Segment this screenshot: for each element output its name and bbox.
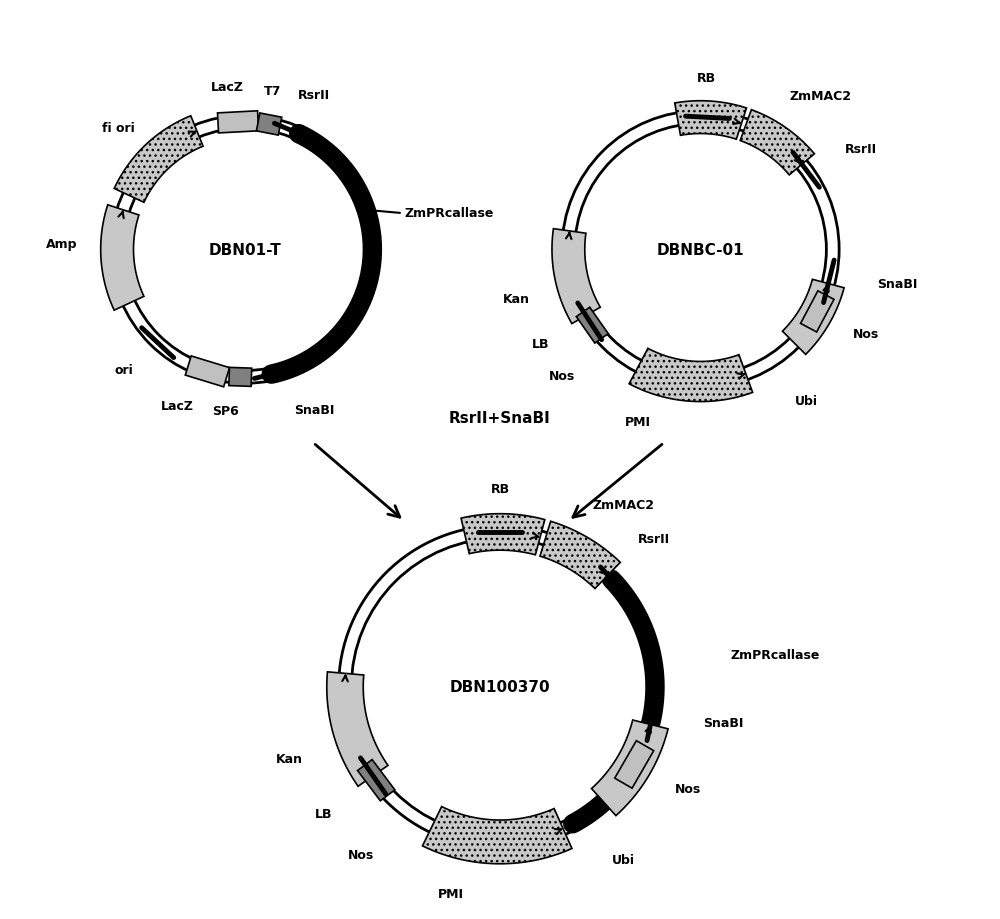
- Text: SnaBI: SnaBI: [294, 403, 334, 417]
- Polygon shape: [782, 280, 844, 355]
- Text: ZmPRcallase: ZmPRcallase: [404, 207, 494, 221]
- Text: Nos: Nos: [549, 369, 575, 382]
- Text: ZmPRcallase: ZmPRcallase: [730, 649, 820, 662]
- Text: Nos: Nos: [348, 848, 374, 861]
- Text: RB: RB: [697, 72, 716, 85]
- Text: Kan: Kan: [276, 753, 303, 766]
- Polygon shape: [114, 117, 203, 203]
- Text: ZmMAC2: ZmMAC2: [593, 499, 655, 512]
- Polygon shape: [801, 291, 834, 333]
- Text: Kan: Kan: [503, 292, 530, 305]
- Polygon shape: [461, 514, 545, 555]
- Text: RsrII: RsrII: [638, 533, 670, 546]
- Text: DBN100370: DBN100370: [450, 680, 550, 695]
- Polygon shape: [615, 741, 654, 789]
- Text: DBNBC-01: DBNBC-01: [657, 243, 744, 257]
- Polygon shape: [576, 308, 608, 344]
- Polygon shape: [592, 720, 668, 816]
- Text: RB: RB: [490, 482, 510, 495]
- Text: SP6: SP6: [212, 404, 239, 417]
- Text: Ubi: Ubi: [795, 394, 818, 407]
- Text: SnaBI: SnaBI: [877, 278, 917, 290]
- Polygon shape: [256, 114, 282, 136]
- Text: PMI: PMI: [438, 887, 464, 900]
- Text: RsrII+SnaBI: RsrII+SnaBI: [449, 411, 551, 426]
- Text: LacZ: LacZ: [161, 400, 194, 413]
- Text: Amp: Amp: [46, 238, 77, 251]
- Polygon shape: [229, 368, 252, 387]
- Polygon shape: [185, 357, 230, 388]
- Polygon shape: [422, 807, 572, 864]
- Text: Ubi: Ubi: [612, 853, 635, 867]
- Text: DBN01-T: DBN01-T: [208, 243, 281, 257]
- Polygon shape: [540, 522, 620, 589]
- Text: SnaBI: SnaBI: [703, 717, 743, 730]
- Text: fi ori: fi ori: [102, 121, 135, 135]
- Text: ori: ori: [114, 363, 133, 377]
- Text: LB: LB: [532, 337, 550, 351]
- Polygon shape: [218, 112, 259, 134]
- Polygon shape: [101, 206, 144, 311]
- Polygon shape: [675, 102, 746, 140]
- Text: Nos: Nos: [853, 328, 879, 341]
- Polygon shape: [358, 760, 395, 801]
- Text: LB: LB: [315, 807, 333, 820]
- Text: ZmMAC2: ZmMAC2: [789, 90, 851, 103]
- Polygon shape: [629, 349, 753, 403]
- Polygon shape: [552, 230, 600, 324]
- Text: RsrII: RsrII: [845, 142, 877, 155]
- Polygon shape: [740, 110, 814, 176]
- Text: T7: T7: [264, 85, 281, 97]
- Text: RsrII: RsrII: [298, 88, 330, 101]
- Text: Nos: Nos: [675, 782, 702, 795]
- Text: PMI: PMI: [625, 416, 651, 429]
- Polygon shape: [327, 672, 388, 787]
- Text: LacZ: LacZ: [211, 81, 244, 94]
